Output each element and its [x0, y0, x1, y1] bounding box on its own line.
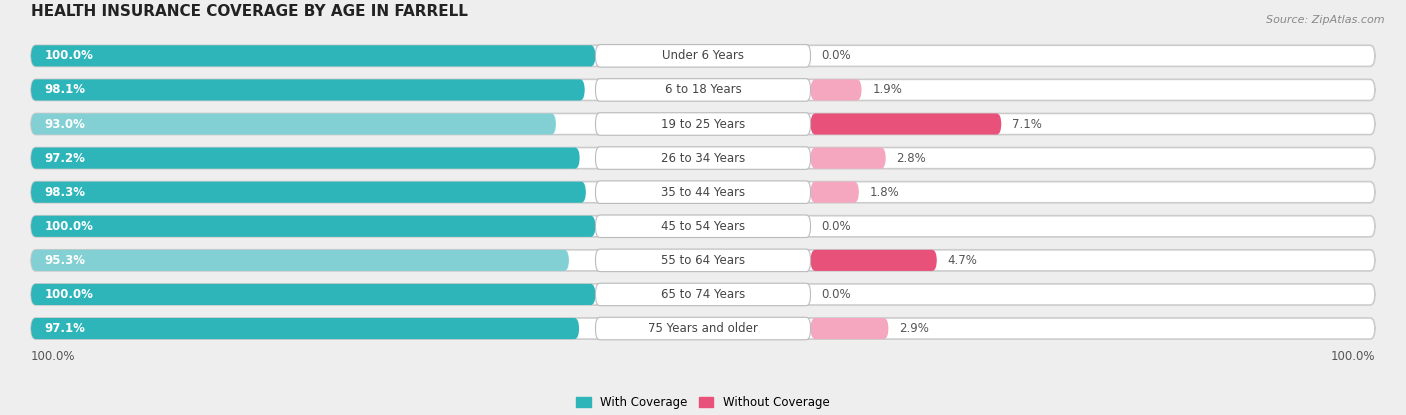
- FancyBboxPatch shape: [31, 216, 596, 237]
- FancyBboxPatch shape: [31, 318, 579, 339]
- Text: 98.1%: 98.1%: [45, 83, 86, 96]
- Text: 19 to 25 Years: 19 to 25 Years: [661, 117, 745, 130]
- Text: 100.0%: 100.0%: [1330, 350, 1375, 363]
- FancyBboxPatch shape: [31, 182, 1375, 203]
- Legend: With Coverage, Without Coverage: With Coverage, Without Coverage: [572, 392, 834, 414]
- Text: 26 to 34 Years: 26 to 34 Years: [661, 151, 745, 165]
- FancyBboxPatch shape: [31, 113, 555, 134]
- Text: 55 to 64 Years: 55 to 64 Years: [661, 254, 745, 267]
- FancyBboxPatch shape: [596, 283, 810, 306]
- Text: 1.8%: 1.8%: [870, 186, 900, 199]
- Text: 100.0%: 100.0%: [45, 49, 93, 62]
- Text: 100.0%: 100.0%: [31, 350, 76, 363]
- Text: Source: ZipAtlas.com: Source: ZipAtlas.com: [1267, 15, 1385, 24]
- Text: 0.0%: 0.0%: [821, 288, 851, 301]
- Text: HEALTH INSURANCE COVERAGE BY AGE IN FARRELL: HEALTH INSURANCE COVERAGE BY AGE IN FARR…: [31, 4, 468, 19]
- Text: 0.0%: 0.0%: [821, 49, 851, 62]
- Text: 100.0%: 100.0%: [45, 288, 93, 301]
- Text: 6 to 18 Years: 6 to 18 Years: [665, 83, 741, 96]
- Text: 4.7%: 4.7%: [948, 254, 977, 267]
- FancyBboxPatch shape: [596, 181, 810, 203]
- FancyBboxPatch shape: [31, 113, 1375, 134]
- Text: 2.8%: 2.8%: [897, 151, 927, 165]
- FancyBboxPatch shape: [31, 284, 596, 305]
- FancyBboxPatch shape: [596, 79, 810, 101]
- FancyBboxPatch shape: [31, 250, 1375, 271]
- FancyBboxPatch shape: [31, 250, 569, 271]
- Text: 45 to 54 Years: 45 to 54 Years: [661, 220, 745, 233]
- FancyBboxPatch shape: [810, 318, 889, 339]
- FancyBboxPatch shape: [31, 45, 1375, 66]
- Text: 98.3%: 98.3%: [45, 186, 86, 199]
- FancyBboxPatch shape: [31, 79, 585, 100]
- FancyBboxPatch shape: [31, 79, 1375, 100]
- FancyBboxPatch shape: [810, 147, 886, 168]
- FancyBboxPatch shape: [31, 318, 1375, 339]
- FancyBboxPatch shape: [596, 215, 810, 237]
- FancyBboxPatch shape: [596, 317, 810, 340]
- FancyBboxPatch shape: [31, 147, 579, 168]
- FancyBboxPatch shape: [31, 284, 1375, 305]
- Text: 93.0%: 93.0%: [45, 117, 86, 130]
- FancyBboxPatch shape: [596, 249, 810, 271]
- Text: 100.0%: 100.0%: [45, 220, 93, 233]
- Text: 2.9%: 2.9%: [900, 322, 929, 335]
- Text: 97.1%: 97.1%: [45, 322, 86, 335]
- FancyBboxPatch shape: [596, 147, 810, 169]
- FancyBboxPatch shape: [596, 44, 810, 67]
- FancyBboxPatch shape: [810, 182, 859, 203]
- Text: 0.0%: 0.0%: [821, 220, 851, 233]
- FancyBboxPatch shape: [810, 79, 862, 100]
- Text: 97.2%: 97.2%: [45, 151, 86, 165]
- Text: 1.9%: 1.9%: [872, 83, 903, 96]
- FancyBboxPatch shape: [31, 147, 1375, 168]
- Text: 7.1%: 7.1%: [1012, 117, 1042, 130]
- FancyBboxPatch shape: [596, 113, 810, 135]
- FancyBboxPatch shape: [31, 45, 596, 66]
- Text: 95.3%: 95.3%: [45, 254, 86, 267]
- Text: 35 to 44 Years: 35 to 44 Years: [661, 186, 745, 199]
- Text: 65 to 74 Years: 65 to 74 Years: [661, 288, 745, 301]
- FancyBboxPatch shape: [810, 250, 936, 271]
- Text: 75 Years and older: 75 Years and older: [648, 322, 758, 335]
- FancyBboxPatch shape: [31, 216, 1375, 237]
- Text: Under 6 Years: Under 6 Years: [662, 49, 744, 62]
- FancyBboxPatch shape: [810, 113, 1001, 134]
- FancyBboxPatch shape: [31, 182, 586, 203]
